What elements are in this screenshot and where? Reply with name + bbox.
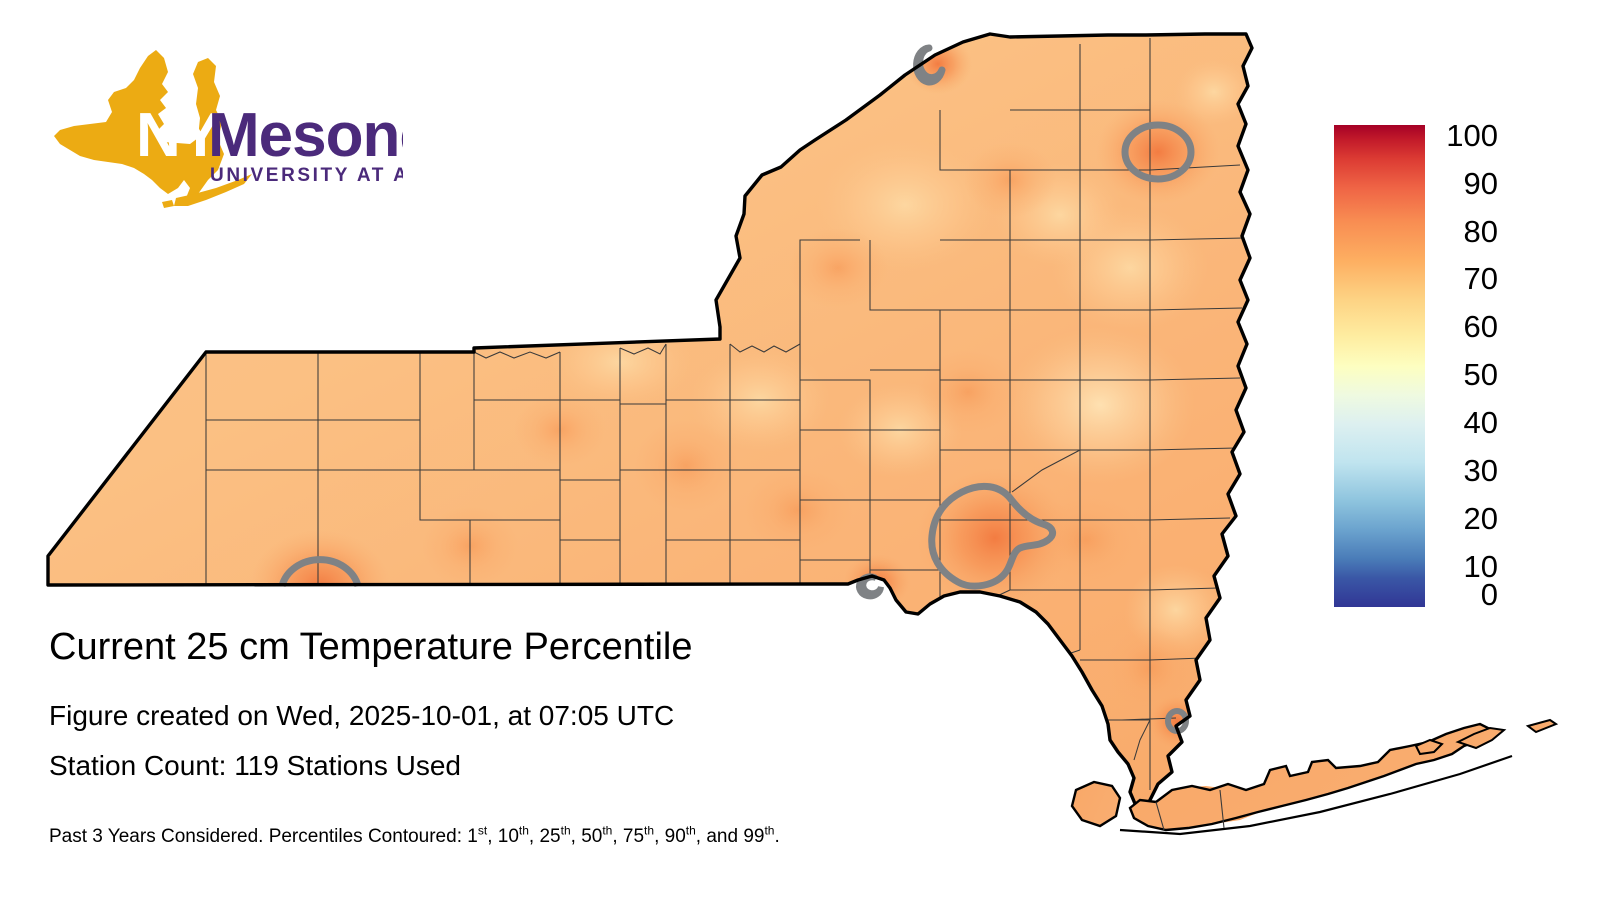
county-boundaries bbox=[205, 38, 1245, 790]
warm-bump-herkimer bbox=[918, 350, 1018, 434]
colorbar-tick: 20 bbox=[1463, 501, 1498, 536]
nys-mesonet-logo: NYS Mesonet UNIVERSITY AT ALBANY bbox=[48, 48, 403, 213]
page-title: Current 25 cm Temperature Percentile bbox=[49, 626, 693, 668]
logo-long-island bbox=[174, 174, 252, 206]
hotspot-clinton bbox=[1096, 100, 1220, 204]
contour-ring-chautauqua bbox=[278, 556, 362, 588]
warm-bump-tompkins bbox=[744, 468, 852, 552]
new-york-state-map-icon bbox=[46, 32, 1290, 826]
hotspot-catskills bbox=[917, 468, 1073, 608]
logo-svg: NYS Mesonet UNIVERSITY AT ALBANY bbox=[54, 50, 403, 208]
gradient-bar-icon bbox=[1334, 125, 1425, 607]
colorbar bbox=[1334, 125, 1425, 607]
map-panel bbox=[46, 32, 1290, 826]
colorbar-tick: 70 bbox=[1463, 261, 1498, 296]
contour-footnote: Past 3 Years Considered. Percentiles Con… bbox=[49, 823, 780, 847]
logo-nys-text: NYS bbox=[136, 101, 260, 170]
contour-ring-catskills bbox=[928, 482, 1057, 590]
colorbar-tick: 40 bbox=[1463, 405, 1498, 440]
colorbar-tick: 30 bbox=[1463, 453, 1498, 488]
colorbar-tick: 80 bbox=[1463, 214, 1498, 249]
shelter-island bbox=[1414, 738, 1444, 756]
contour-rings bbox=[278, 44, 1195, 734]
cool-patch-schoharie bbox=[1005, 327, 1195, 483]
warm-bump-oswego bbox=[788, 228, 888, 308]
colorbar-tick: 10 bbox=[1463, 549, 1498, 584]
contour-ring-north-shore bbox=[913, 44, 946, 86]
figure-created-line: Figure created on Wed, 2025-10-01, at 07… bbox=[49, 700, 675, 731]
colorbar-tick: 0 bbox=[1480, 577, 1498, 612]
logo-subtitle-text: UNIVERSITY AT ALBANY bbox=[210, 165, 403, 186]
logo-state-shape bbox=[54, 50, 224, 204]
colorbar-tick: 100 bbox=[1446, 118, 1498, 153]
logo-staten-island bbox=[162, 200, 174, 208]
colorbar-tick-labels: 100 90 80 70 60 50 40 30 20 10 0 bbox=[1432, 105, 1552, 625]
colorbar-tick: 60 bbox=[1463, 309, 1498, 344]
north-fork bbox=[1455, 726, 1507, 750]
queens-nassau-line bbox=[1155, 801, 1165, 831]
nassau-suffolk-line bbox=[1219, 789, 1225, 829]
south-shore-barrier bbox=[1119, 754, 1513, 836]
colorbar-tick: 90 bbox=[1463, 166, 1498, 201]
station-count-line: Station Count: 119 Stations Used bbox=[49, 750, 461, 781]
state-outline-layer bbox=[46, 32, 1254, 814]
long-island-map-icon bbox=[1070, 718, 1559, 836]
staten-island bbox=[1070, 780, 1122, 828]
colorbar-tick: 50 bbox=[1463, 357, 1498, 392]
cool-patch-north-clinton bbox=[1174, 58, 1252, 126]
warm-bump-genesee bbox=[634, 420, 738, 512]
contour-ring-clinton bbox=[1121, 121, 1195, 183]
fishers-island bbox=[1525, 718, 1559, 734]
logo-mesonet-text: Mesonet bbox=[208, 101, 403, 170]
